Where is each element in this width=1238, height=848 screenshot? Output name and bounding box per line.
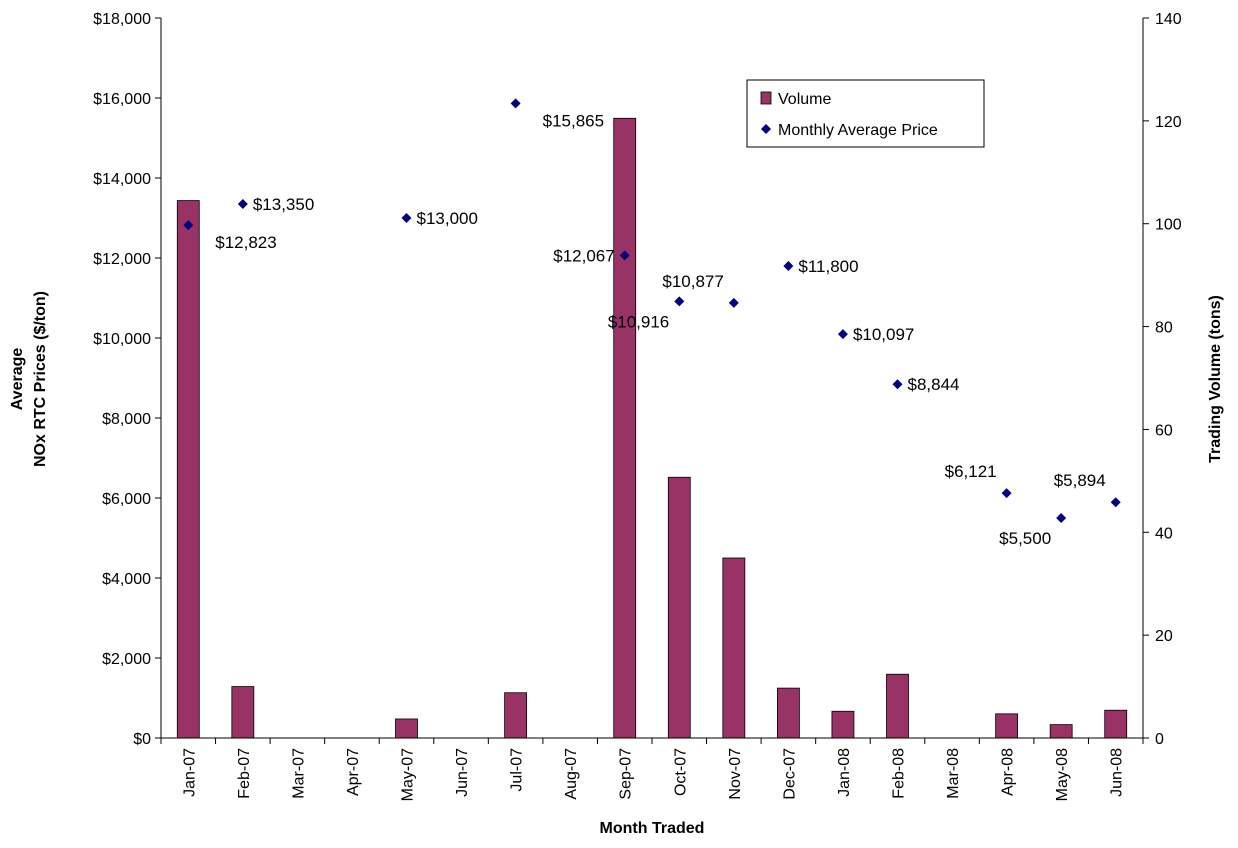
price-data-label: $10,097 (853, 325, 914, 344)
price-point (401, 213, 412, 223)
price-point (674, 296, 685, 307)
right-tick-label: 80 (1155, 320, 1173, 337)
x-tick-label: Mar-07 (290, 748, 307, 799)
x-axis-title: Month Traded (600, 820, 705, 837)
right-tick-label: 140 (1155, 11, 1182, 28)
price-point (183, 220, 194, 231)
left-tick-label: $18,000 (93, 11, 151, 28)
right-tick-label: 60 (1155, 422, 1173, 439)
volume-bar (886, 673, 909, 739)
right-axis-title: Trading Volume (tons) (1207, 295, 1224, 463)
x-tick-label: Aug-07 (563, 748, 580, 800)
price-data-label: $13,350 (253, 195, 314, 214)
price-point (1056, 513, 1067, 523)
volume-bar (231, 686, 255, 739)
x-tick-label: Apr-08 (1000, 748, 1017, 796)
volume-bar (667, 476, 691, 739)
legend: Volume Monthly Average Price (746, 79, 985, 148)
legend-price-marker (761, 124, 771, 134)
price-point (892, 379, 903, 390)
x-tick-label: May-08 (1054, 748, 1071, 801)
left-tick-label: $0 (133, 731, 151, 748)
legend-box (746, 79, 985, 148)
x-tick-label: Jun-07 (454, 748, 471, 797)
volume-bar (1049, 724, 1073, 739)
right-tick-label: 20 (1155, 628, 1173, 645)
price-point (1001, 488, 1012, 499)
left-tick-label: $16,000 (93, 91, 151, 108)
price-data-label: $5,500 (999, 529, 1051, 548)
left-tick-label: $8,000 (102, 411, 151, 428)
right-tick-label: 120 (1155, 114, 1182, 131)
price-data-label: $5,894 (1054, 471, 1106, 490)
price-data-label: $6,121 (945, 462, 997, 481)
x-tick-label: Nov-07 (727, 748, 744, 800)
x-tick-label: Feb-07 (236, 748, 253, 799)
price-point (510, 98, 521, 109)
left-tick-label: $2,000 (102, 651, 151, 668)
x-tick-label: Sep-07 (618, 748, 635, 800)
legend-volume-label: Volume (778, 91, 831, 108)
x-tick-label: May-07 (400, 748, 417, 801)
volume-bar (1104, 709, 1128, 739)
x-tick-label: Jul-07 (509, 748, 526, 792)
axes (155, 17, 1149, 744)
volume-bar (395, 718, 418, 739)
left-tick-label: $14,000 (93, 171, 151, 188)
volume-bar (995, 713, 1019, 739)
price-points: $12,823 $13,350 $13,000 $15,865 $12,067 $10,9… (183, 98, 1121, 548)
right-tick-label: 100 (1155, 217, 1182, 234)
x-tick-label: Jan-08 (836, 748, 853, 797)
price-data-label: $11,800 (798, 257, 858, 276)
left-tick-label: $12,000 (93, 251, 151, 268)
price-point (619, 250, 630, 261)
price-data-label: $10,916 (608, 312, 669, 331)
x-tick-label: Apr-07 (345, 748, 362, 796)
x-tick-label: Jun-08 (1109, 748, 1126, 797)
left-tick-label: $6,000 (102, 491, 151, 508)
price-data-label: $12,067 (553, 246, 614, 265)
left-tick-label: $10,000 (93, 331, 151, 348)
price-data-label: $8,844 (908, 375, 960, 394)
volume-bars (176, 117, 1128, 739)
x-tick-label: Dec-07 (781, 748, 798, 800)
volume-bar (776, 687, 800, 739)
volume-bar (613, 117, 637, 739)
volume-bar (722, 557, 746, 739)
volume-bar (176, 200, 200, 739)
x-tick-label: Jan-07 (181, 748, 198, 797)
left-axis-title-line2: NOx RTC Prices ($/ton) (32, 291, 49, 467)
tick-labels: $0 $2,000 $4,000 $6,000 $8,000 $10,000 $12,000… (93, 11, 1182, 801)
price-point (728, 297, 739, 308)
price-data-label: $13,000 (417, 209, 478, 228)
price-point (237, 199, 248, 209)
price-point (837, 329, 848, 340)
price-data-label: $10,877 (662, 272, 723, 291)
volume-bar (831, 710, 855, 739)
volume-bar (504, 692, 528, 739)
left-axis-title-line1: Average (9, 348, 26, 411)
price-data-label: $12,823 (215, 233, 276, 252)
x-tick-label: Mar-08 (945, 748, 962, 799)
price-point (783, 261, 794, 271)
price-point (1110, 497, 1121, 508)
price-data-label: $15,865 (543, 111, 604, 130)
x-tick-label: Feb-08 (891, 748, 908, 799)
legend-volume-swatch (760, 91, 772, 105)
right-tick-label: 40 (1155, 525, 1173, 542)
x-tick-label: Oct-07 (672, 748, 689, 796)
left-tick-label: $4,000 (102, 571, 151, 588)
legend-price-label: Monthly Average Price (778, 122, 938, 139)
right-tick-label: 0 (1155, 731, 1164, 748)
